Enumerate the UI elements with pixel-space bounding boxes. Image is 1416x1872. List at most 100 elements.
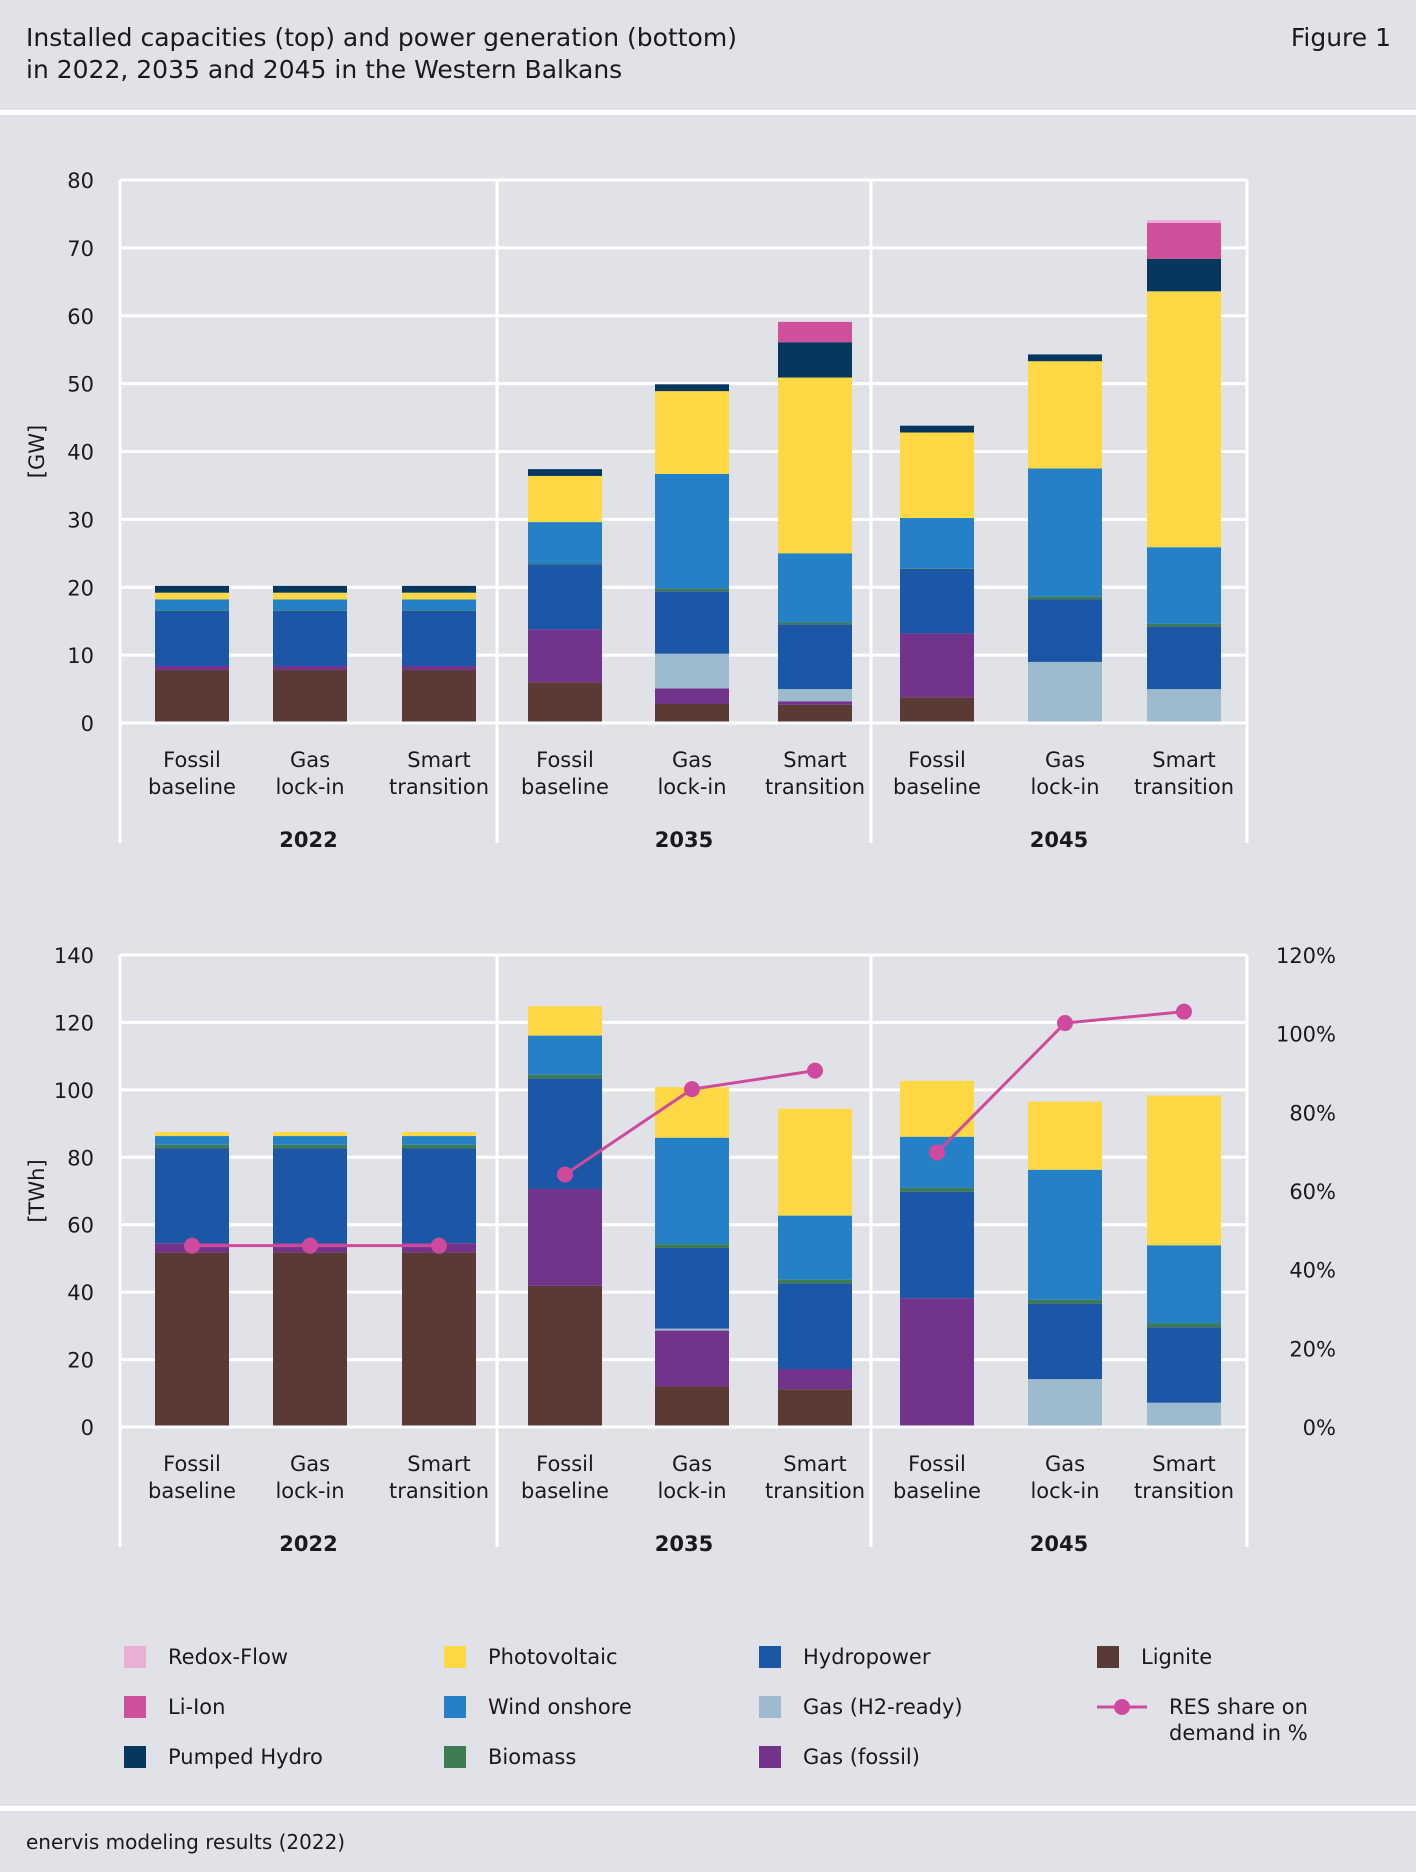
bar-segment-lignite <box>778 1389 852 1427</box>
bar-segment-li-ion <box>1147 222 1221 259</box>
legend-item-gas-h2-ready: Gas (H2-ready) <box>759 1694 963 1720</box>
y-tick-label: 50 <box>67 373 94 397</box>
res-share-point <box>929 1144 945 1161</box>
bar-segment-wind-onshore <box>155 1136 229 1145</box>
figure-title: Installed capacities (top) and power gen… <box>26 22 1126 86</box>
bar-segment-lignite <box>778 704 852 723</box>
x-category-label: Smart transition <box>389 1452 489 1503</box>
bar-segment-wind-onshore <box>402 599 476 611</box>
x-category-label: Gas lock-in <box>275 1452 344 1503</box>
bar-segment-gas-fossil <box>528 629 602 683</box>
res-share-point <box>431 1237 447 1254</box>
y-axis-title: [TWh] <box>25 1159 49 1222</box>
legend-swatch <box>444 1746 466 1768</box>
legend-item-gas-fossil: Gas (fossil) <box>759 1744 920 1770</box>
x-category-label: Gas lock-in <box>657 748 726 799</box>
bar-segment-wind-onshore <box>1147 547 1221 624</box>
bar-segment-gas-h2-ready <box>1028 1379 1102 1427</box>
legend-swatch <box>444 1646 466 1668</box>
y-tick-label: 120 <box>54 1011 94 1035</box>
bar-segment-gas-fossil <box>900 1298 974 1427</box>
y-tick-label: 100 <box>54 1079 94 1103</box>
bar-segment-photovoltaic <box>1147 1095 1221 1246</box>
bar-segment-photovoltaic <box>1028 361 1102 469</box>
legend-swatch <box>124 1746 146 1768</box>
y2-tick-label: 20% <box>1289 1337 1336 1361</box>
bar-segment-gas-fossil <box>778 701 852 705</box>
legend-label: Li-Ion <box>168 1695 226 1719</box>
bar-segment-biomass <box>273 1144 347 1149</box>
header-divider <box>0 110 1416 115</box>
bar-segment-biomass <box>778 1279 852 1284</box>
bar-segment-pumped-hydro <box>402 585 476 593</box>
bar-segment-biomass <box>273 610 347 612</box>
legend-swatch <box>1097 1646 1119 1668</box>
chart-legend: Redox-Flow Li-Ion Pumped Hydro Photovoltaic… <box>0 1620 1416 1770</box>
bar-segment-lignite <box>528 682 602 723</box>
y2-tick-label: 120% <box>1276 944 1336 968</box>
bar-segment-biomass <box>528 563 602 565</box>
bar-segment-biomass <box>155 610 229 612</box>
year-group-label: 2045 <box>1030 828 1088 852</box>
bar-segment-hydropower <box>900 568 974 634</box>
bar-segment-gas-h2-ready <box>1147 689 1221 723</box>
legend-item-biomass: Biomass <box>444 1744 576 1770</box>
bar-segment-lignite <box>273 1252 347 1427</box>
res-share-point <box>557 1166 573 1183</box>
bar-segment-wind-onshore <box>1028 468 1102 597</box>
bar-segment-lignite <box>900 697 974 723</box>
bar-segment-lignite <box>273 670 347 723</box>
bar-segment-pumped-hydro <box>1147 258 1221 292</box>
x-category-label: Smart transition <box>1134 748 1234 799</box>
bar-segment-hydropower <box>655 1247 729 1329</box>
bar-segment-photovoltaic <box>778 1108 852 1216</box>
y-tick-label: 60 <box>67 305 94 329</box>
bar-segment-gas-fossil <box>155 665 229 671</box>
x-category-label: Gas lock-in <box>1030 748 1099 799</box>
x-category-label: Smart transition <box>765 1452 865 1503</box>
bar-segment-biomass <box>655 1244 729 1248</box>
y-tick-label: 60 <box>67 1214 94 1238</box>
bar-segment-wind-onshore <box>273 599 347 611</box>
legend-swatch <box>1097 1699 1147 1715</box>
bar-segment-biomass <box>1028 1299 1102 1304</box>
y2-tick-label: 40% <box>1289 1259 1336 1283</box>
bar-segment-hydropower <box>1028 1303 1102 1380</box>
bar-segment-hydropower <box>1147 1327 1221 1403</box>
y2-tick-label: 60% <box>1289 1180 1336 1204</box>
x-category-label: Fossil baseline <box>148 748 236 799</box>
year-group-label: 2045 <box>1030 1532 1088 1556</box>
bar-segment-photovoltaic <box>273 1132 347 1137</box>
bar-segment-pumped-hydro <box>155 585 229 593</box>
x-category-label: Gas lock-in <box>1030 1452 1099 1503</box>
legend-item-lignite: Lignite <box>1097 1644 1212 1670</box>
bar-segment-wind-onshore <box>778 553 852 623</box>
bar-segment-gas-h2-ready <box>655 1328 729 1331</box>
legend-swatch <box>124 1646 146 1668</box>
legend-swatch <box>759 1696 781 1718</box>
bar-segment-photovoltaic <box>402 1132 476 1137</box>
y-tick-label: 10 <box>67 644 94 668</box>
res-share-point <box>302 1237 318 1254</box>
legend-item-redox-flow: Redox-Flow <box>124 1644 288 1670</box>
footer-divider <box>0 1806 1416 1811</box>
bar-segment-hydropower <box>1028 599 1102 662</box>
bar-segment-lignite <box>655 703 729 723</box>
bar-segment-gas-fossil <box>528 1188 602 1286</box>
legend-swatch <box>759 1646 781 1668</box>
bar-segment-hydropower <box>778 1283 852 1370</box>
bar-segment-photovoltaic <box>1028 1101 1102 1170</box>
bar-segment-wind-onshore <box>778 1215 852 1280</box>
y-tick-label: 20 <box>67 576 94 600</box>
bar-segment-hydropower <box>528 564 602 630</box>
bar-segment-hydropower <box>655 591 729 654</box>
x-category-label: Smart transition <box>389 748 489 799</box>
bar-segment-lignite <box>402 670 476 723</box>
legend-item-pumped-hydro: Pumped Hydro <box>124 1744 323 1770</box>
bar-segment-biomass <box>900 568 974 569</box>
x-category-label: Fossil baseline <box>521 748 609 799</box>
legend-item-photovoltaic: Photovoltaic <box>444 1644 618 1670</box>
y-tick-label: 140 <box>54 944 94 968</box>
x-category-label: Gas lock-in <box>657 1452 726 1503</box>
bar-segment-hydropower <box>1147 626 1221 690</box>
